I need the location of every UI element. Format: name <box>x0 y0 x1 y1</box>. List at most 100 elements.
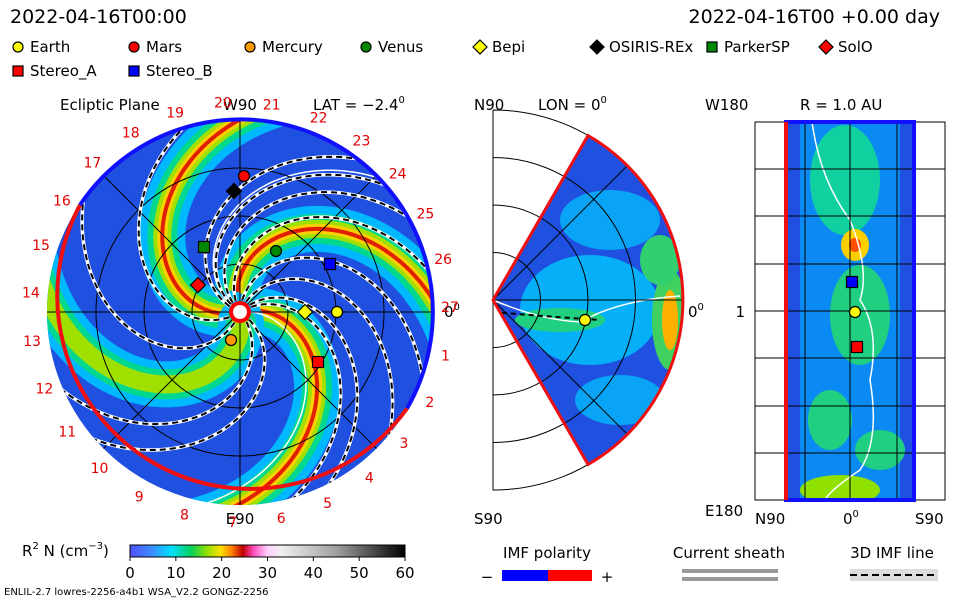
carrington-label: 24 <box>389 166 407 182</box>
axis-label: N90 <box>474 96 504 114</box>
carrington-label: 6 <box>277 511 286 527</box>
axis-label: W180 <box>705 96 748 114</box>
carrington-label: 9 <box>135 489 144 505</box>
lat: LAT = −2.4 <box>313 96 399 114</box>
carrington-label: 15 <box>32 238 50 254</box>
axis-label: 00 <box>688 302 704 321</box>
marker <box>244 41 256 53</box>
lat-label: LAT = −2.40 <box>313 95 405 114</box>
carrington-label: 22 <box>310 110 328 126</box>
colorbar-scale <box>129 544 406 558</box>
carrington-label: 19 <box>166 105 184 121</box>
axis-label: 00 <box>444 302 460 321</box>
footer: ENLIL-2.7 lowres-2256-a4b1 WSA_V2.2 GONG… <box>4 587 269 598</box>
axis-label: E90 <box>226 510 255 528</box>
carrington-label: 7 <box>228 515 237 531</box>
keys: IMF polarity − + Current sheath 3D IMF l… <box>481 544 938 586</box>
sun <box>229 301 251 323</box>
axis-label: W90 <box>223 96 257 114</box>
marker <box>12 65 24 77</box>
legend-label: Venus <box>378 38 423 56</box>
elapsed-label: 2022-04-16T00 +0.00 day <box>689 6 940 28</box>
axis-label: E180 <box>705 502 743 520</box>
sheath-line <box>682 577 778 581</box>
colorbar-tick-label: 50 <box>350 564 369 582</box>
legend-label: OSIRIS-REx <box>609 38 693 56</box>
axis-label: 1 <box>735 303 745 321</box>
legend-label: Earth <box>30 38 70 56</box>
carrington-label: 4 <box>365 470 374 486</box>
marker <box>578 313 592 327</box>
carrington-label: 5 <box>323 496 332 512</box>
colorbar-tick-label: 10 <box>166 564 185 582</box>
lon: LON = 0 <box>538 96 601 114</box>
legend-label: Bepi <box>492 38 525 56</box>
imf-line <box>206 296 359 505</box>
marker <box>197 240 211 254</box>
imf-line <box>137 119 322 322</box>
marker <box>225 182 243 200</box>
zero: 0 <box>843 510 853 528</box>
legend-label: Stereo_A <box>30 62 97 81</box>
carrington-label: 25 <box>417 206 435 222</box>
colorbar-label: R2 N (cm−3) <box>22 541 109 560</box>
marker <box>472 39 488 55</box>
boundary <box>78 117 338 207</box>
polarity-pos <box>548 570 592 581</box>
axis-label: N90 <box>755 510 785 528</box>
carrington-label: 13 <box>23 334 41 350</box>
boundary <box>335 143 435 410</box>
carrington-label: 12 <box>35 381 53 397</box>
colorbar-tick-label: 60 <box>395 564 414 582</box>
marker <box>845 275 859 289</box>
lon-sup: 0 <box>601 95 607 106</box>
legend-label: ParkerSP <box>724 38 790 56</box>
colorbar-tick-label: 0 <box>125 564 135 582</box>
imf-line <box>156 303 342 505</box>
sup: 2 <box>32 541 38 552</box>
carrington-label: 23 <box>353 134 371 150</box>
legend-label: Mercury <box>262 38 323 56</box>
carrington-label: 26 <box>434 252 452 268</box>
marker <box>848 305 862 319</box>
ecliptic-panel: Ecliptic Plane W90 LAT = −2.40 E90 00 12… <box>22 95 460 531</box>
zero: 0 <box>444 303 454 321</box>
carrington-label: 11 <box>58 424 76 440</box>
zero-sup: 0 <box>454 302 460 313</box>
marker <box>360 41 372 53</box>
r: R <box>22 542 32 560</box>
carrington-label: 3 <box>400 436 409 452</box>
zero: 0 <box>688 303 698 321</box>
marker <box>224 333 238 347</box>
axis-label: S90 <box>474 510 503 528</box>
sheath-line <box>682 569 778 573</box>
sup: −3 <box>88 541 103 552</box>
radial-panel: W180 R = 1.0 AU E180 1 N90 00 S90 <box>705 96 946 528</box>
key-label: − <box>481 568 494 586</box>
carrington-label: 20 <box>214 96 232 112</box>
key-title: 3D IMF line <box>850 544 934 562</box>
axis-label: S90 <box>915 510 944 528</box>
paren: ) <box>103 542 109 560</box>
colorbar-tick-label: 20 <box>212 564 231 582</box>
boundary <box>55 204 409 491</box>
marker <box>850 340 864 354</box>
colorbar: R2 N (cm−3) <box>22 541 406 560</box>
imf-line <box>233 216 433 413</box>
zero-sup: 0 <box>853 509 859 520</box>
carrington-label: 21 <box>263 97 281 113</box>
streamer <box>55 311 307 505</box>
carrington-label: 17 <box>83 156 101 172</box>
carrington-label: 10 <box>91 461 109 477</box>
imf-line <box>223 191 433 339</box>
marker <box>589 39 605 55</box>
marker <box>311 355 325 369</box>
time-label: 2022-04-16T00:00 <box>10 6 187 28</box>
marker <box>269 244 283 258</box>
legend-label: Mars <box>146 38 182 56</box>
zero-sup: 0 <box>698 302 704 313</box>
panel-title: R = 1.0 AU <box>800 96 882 114</box>
marker <box>12 41 24 53</box>
carrington-label: 14 <box>22 285 40 301</box>
